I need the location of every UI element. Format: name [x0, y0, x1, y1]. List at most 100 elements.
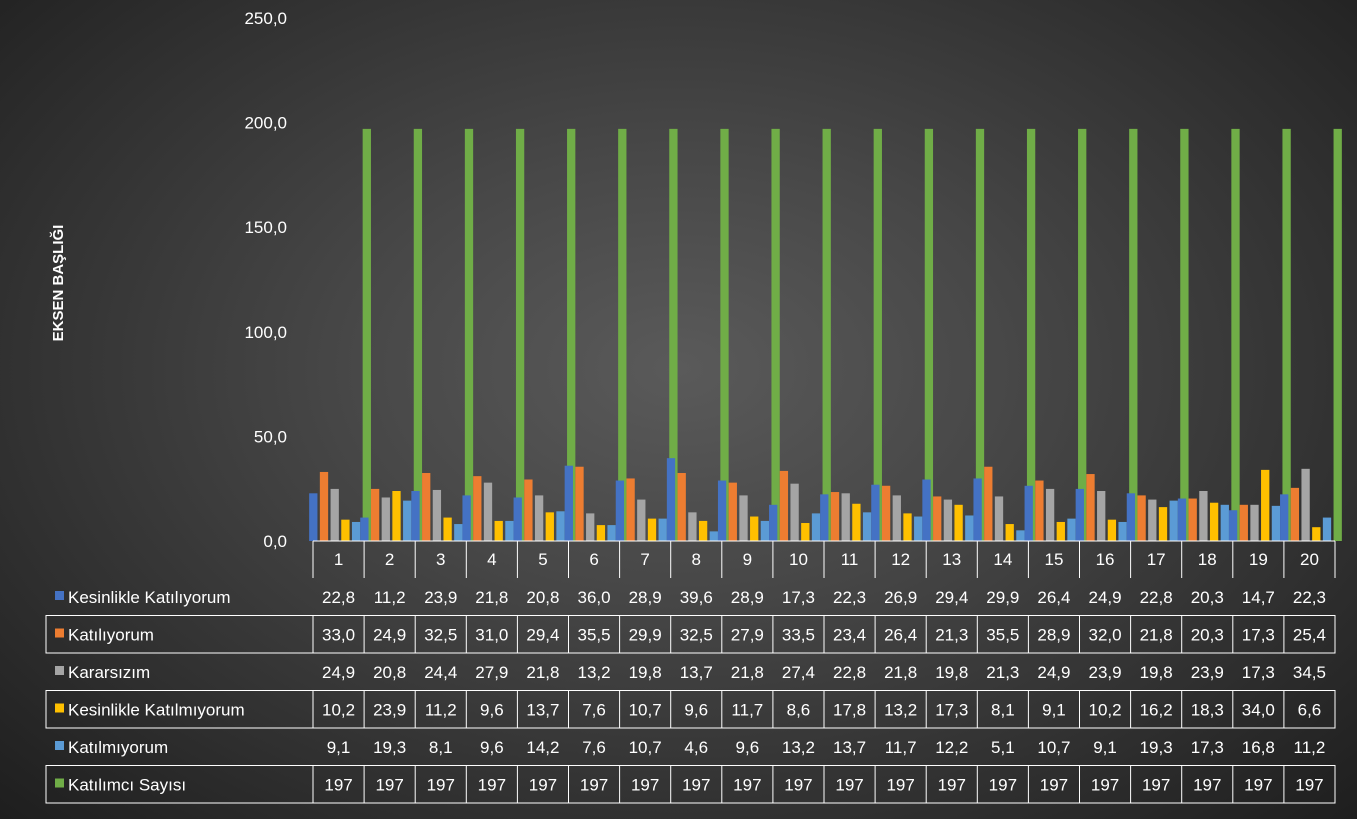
bar	[1177, 498, 1187, 541]
bar	[750, 516, 759, 541]
bar	[615, 480, 625, 541]
data-label: 24,9	[1037, 663, 1070, 682]
data-label: 18,3	[1191, 701, 1224, 720]
bar	[647, 518, 657, 541]
data-label: 5,1	[991, 738, 1015, 757]
category-label: 5	[538, 550, 547, 569]
bar	[596, 525, 606, 541]
data-label: 21,8	[475, 588, 508, 607]
data-label: 8,6	[787, 701, 811, 720]
data-label: 14,2	[526, 738, 559, 757]
data-label: 9,1	[327, 738, 351, 757]
bar	[698, 520, 708, 541]
bar	[515, 128, 525, 541]
bar	[483, 482, 493, 541]
data-label: 197	[631, 776, 659, 795]
bar	[1271, 505, 1281, 541]
bar	[1024, 485, 1033, 541]
bar	[728, 482, 737, 541]
data-label: 9,6	[736, 738, 760, 757]
bar	[922, 479, 931, 541]
bar	[1126, 493, 1136, 541]
category-label: 12	[891, 550, 910, 569]
data-label: 197	[938, 776, 966, 795]
bar	[771, 128, 780, 541]
data-label: 34,0	[1242, 701, 1275, 720]
data-label: 23,9	[1089, 663, 1122, 682]
bar	[1056, 521, 1065, 541]
data-label: 24,9	[322, 663, 355, 682]
bar	[564, 465, 573, 541]
data-label: 13,7	[833, 738, 866, 757]
y-tick-label: 0,0	[263, 532, 287, 551]
bar	[933, 496, 942, 541]
bar	[330, 488, 339, 541]
data-label: 17,3	[1191, 738, 1224, 757]
data-label: 11,2	[374, 588, 406, 607]
data-label: 28,9	[629, 588, 662, 607]
bar	[351, 521, 361, 541]
data-label: 23,4	[833, 626, 866, 645]
category-label: 2	[385, 550, 394, 569]
data-label: 9,6	[480, 701, 504, 720]
bar	[556, 511, 565, 541]
bar	[462, 495, 471, 541]
data-label: 23,9	[373, 701, 406, 720]
category-label: 16	[1096, 550, 1115, 569]
data-label: 10,2	[1089, 701, 1122, 720]
category-label: 15	[1044, 550, 1063, 569]
bar	[443, 517, 452, 541]
legend-label: Katılıyorum	[68, 626, 154, 645]
bar	[924, 128, 934, 541]
category-label: 8	[692, 550, 701, 569]
data-label: 29,4	[526, 626, 559, 645]
data-label: 7,6	[582, 701, 606, 720]
category-label: 6	[589, 550, 598, 569]
bar	[822, 128, 831, 541]
data-label: 13,7	[680, 663, 713, 682]
data-label: 28,9	[731, 588, 764, 607]
bar	[1026, 128, 1036, 541]
data-label: 27,4	[782, 663, 815, 682]
data-label: 11,7	[731, 701, 763, 720]
data-label: 16,2	[1140, 701, 1173, 720]
data-label: 197	[1142, 776, 1170, 795]
data-label: 17,3	[782, 588, 815, 607]
bar	[669, 128, 678, 541]
data-label: 13,2	[578, 663, 611, 682]
data-label: 6,6	[1298, 701, 1322, 720]
legend-label: Katılımcı Sayısı	[68, 776, 186, 795]
bar	[769, 504, 778, 541]
legend-label: Katılmıyorum	[68, 738, 168, 757]
data-label: 23,9	[1191, 663, 1224, 682]
data-label: 33,0	[322, 626, 355, 645]
data-label: 21,3	[986, 663, 1019, 682]
data-label: 29,9	[986, 588, 1019, 607]
bar	[1097, 491, 1106, 541]
data-label: 197	[784, 776, 812, 795]
data-label: 17,3	[935, 701, 968, 720]
bar	[545, 512, 554, 541]
bar	[1322, 517, 1332, 541]
data-label: 24,4	[424, 663, 457, 682]
data-label: 39,6	[680, 588, 713, 607]
bar	[1067, 518, 1076, 541]
data-label: 8,1	[429, 738, 453, 757]
bar	[464, 128, 474, 541]
y-tick-label: 50,0	[254, 427, 287, 446]
data-label: 32,5	[680, 626, 713, 645]
bar	[1220, 504, 1229, 541]
data-label: 19,8	[629, 663, 662, 682]
data-label: 21,8	[884, 663, 917, 682]
bar	[309, 493, 318, 541]
data-label: 197	[1193, 776, 1221, 795]
data-label: 197	[529, 776, 557, 795]
bar	[914, 516, 923, 541]
bar	[1231, 128, 1240, 541]
category-label: 1	[334, 550, 343, 569]
bar	[341, 519, 350, 541]
bar	[1045, 488, 1055, 541]
y-tick-label: 100,0	[244, 323, 287, 342]
category-label: 10	[789, 550, 808, 569]
bar	[432, 489, 442, 541]
